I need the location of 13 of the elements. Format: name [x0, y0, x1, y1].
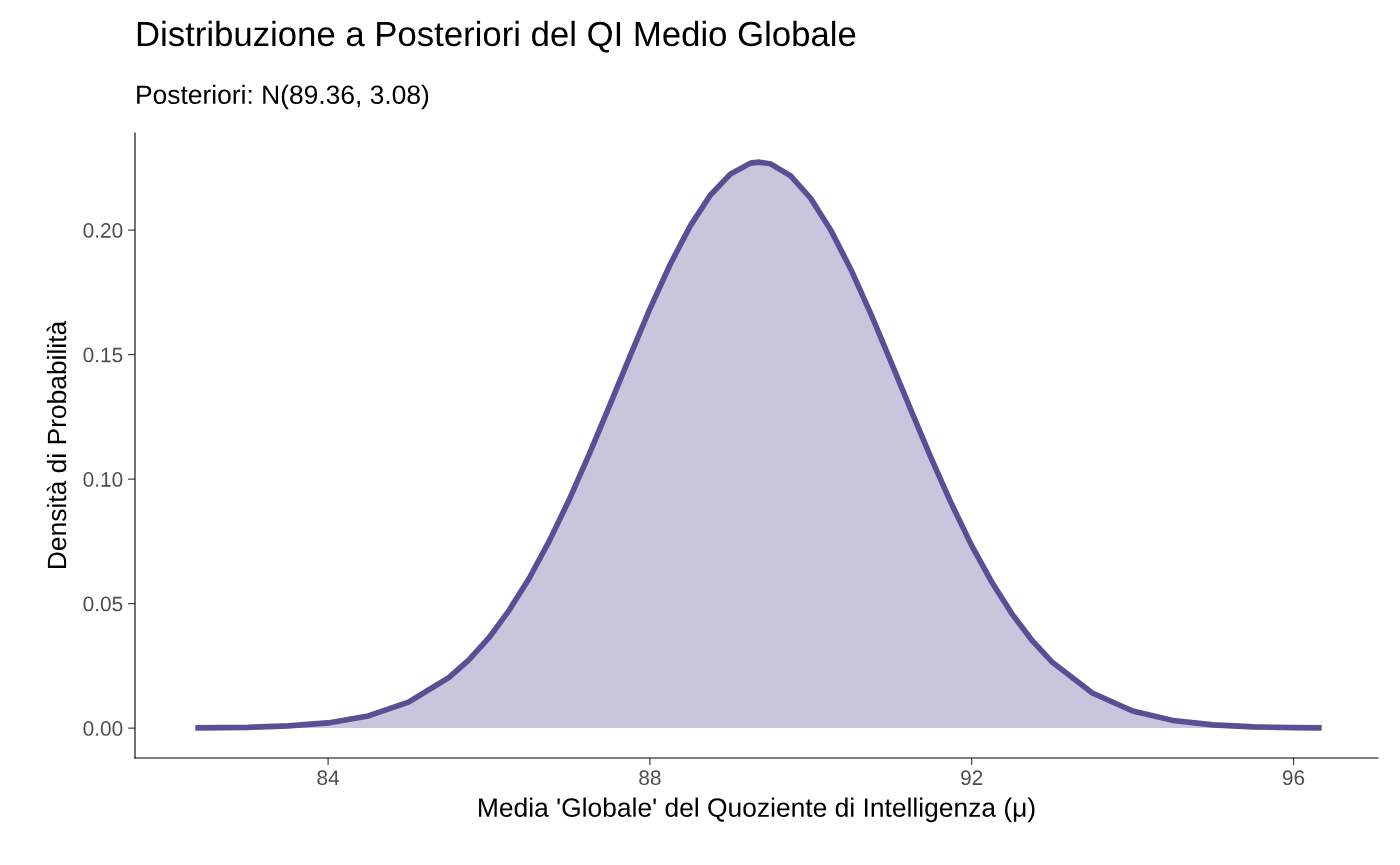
x-tick-label: 88	[639, 770, 661, 786]
chart-subtitle: Posteriori: N(89.36, 3.08)	[137, 84, 429, 110]
y-tick-label: 0.20	[83, 223, 123, 238]
chart-title: Distribuzione a Posteriori del QI Medio Globale	[137, 20, 856, 53]
y-tick-label: 0.10	[83, 472, 123, 487]
y-axis-title: Densità di Probabilità	[46, 320, 67, 569]
x-tick-label: 84	[317, 770, 340, 786]
x-axis-title: Media 'Globale' del Quoziente di Intelligenza (μ)	[479, 797, 1035, 823]
y-tick-label: 0.00	[83, 721, 123, 736]
x-tick-label: 92	[961, 770, 983, 786]
y-tick-label: 0.05	[83, 596, 123, 612]
x-tick-label: 96	[1282, 770, 1305, 786]
y-tick-label: 0.15	[83, 347, 123, 363]
